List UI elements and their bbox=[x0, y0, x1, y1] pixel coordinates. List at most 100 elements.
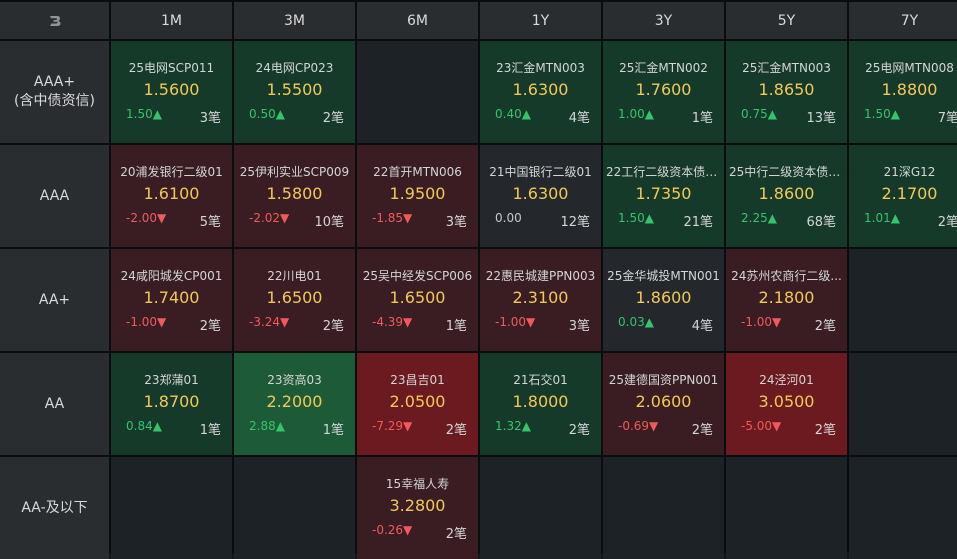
bond-name: 24泾河01 bbox=[759, 373, 814, 387]
bond-cell[interactable]: 25伊利实业SCP009 1.5800 -2.02▼ 10笔 bbox=[234, 145, 355, 247]
row-header-label: AA+ bbox=[38, 291, 71, 308]
bond-yield: 2.1800 bbox=[758, 288, 815, 307]
bond-yield: 1.5800 bbox=[266, 184, 323, 203]
column-header-1y[interactable]: 1Y bbox=[480, 2, 601, 39]
bond-change: 1.50▲ bbox=[618, 211, 654, 225]
bond-name: 24苏州农商行二级... bbox=[731, 269, 842, 283]
trade-count: 2笔 bbox=[322, 111, 344, 126]
bond-name: 25汇金MTN003 bbox=[742, 61, 831, 75]
bond-name: 22首开MTN006 bbox=[373, 165, 462, 179]
trade-count: 2笔 bbox=[322, 319, 344, 334]
bond-cell[interactable]: 20浦发银行二级01 1.6100 -2.00▼ 5笔 bbox=[111, 145, 232, 247]
row-header-label: AA bbox=[44, 395, 65, 412]
bond-yield: 1.8650 bbox=[758, 80, 815, 99]
bond-name: 24咸阳城发CP001 bbox=[120, 269, 223, 283]
bond-name: 15幸福人寿 bbox=[385, 477, 450, 491]
bond-change: 2.25▲ bbox=[741, 211, 777, 225]
trade-count: 2笔 bbox=[568, 423, 590, 438]
bond-cell[interactable]: 24苏州农商行二级... 2.1800 -1.00▼ 2笔 bbox=[726, 249, 847, 351]
bond-cell[interactable]: 22工行二级资本债0... 1.7350 1.50▲ 21笔 bbox=[603, 145, 724, 247]
bond-name: 21深G12 bbox=[883, 165, 936, 179]
bond-cell[interactable]: 25电网SCP011 1.5600 1.50▲ 3笔 bbox=[111, 41, 232, 143]
bond-cell[interactable]: 23昌吉01 2.0500 -7.29▼ 2笔 bbox=[357, 353, 478, 455]
bond-cell[interactable]: 24泾河01 3.0500 -5.00▼ 2笔 bbox=[726, 353, 847, 455]
bond-change: 1.01▲ bbox=[864, 211, 900, 225]
column-header-7y[interactable]: 7Y bbox=[849, 2, 957, 39]
bond-name: 23汇金MTN003 bbox=[496, 61, 585, 75]
bond-yield: 2.2000 bbox=[266, 392, 323, 411]
trade-count: 68笔 bbox=[806, 215, 836, 230]
bond-cell[interactable]: 22川电01 1.6500 -3.24▼ 2笔 bbox=[234, 249, 355, 351]
bond-yield: 3.2800 bbox=[389, 496, 446, 515]
bond-name: 25吴中经发SCP006 bbox=[362, 269, 473, 283]
row-header: AA bbox=[0, 353, 109, 455]
bond-yield: 1.6300 bbox=[512, 184, 569, 203]
bond-yield: 1.9500 bbox=[389, 184, 446, 203]
bond-yield: 1.8000 bbox=[512, 392, 569, 411]
bond-cell[interactable]: 22首开MTN006 1.9500 -1.85▼ 3笔 bbox=[357, 145, 478, 247]
bond-name: 25电网MTN008 bbox=[865, 61, 954, 75]
trade-count: 2笔 bbox=[937, 215, 957, 230]
empty-cell bbox=[357, 41, 478, 143]
bond-cell[interactable]: 25电网MTN008 1.8800 1.50▲ 7笔 bbox=[849, 41, 957, 143]
bond-cell[interactable]: 23汇金MTN003 1.6300 0.40▲ 4笔 bbox=[480, 41, 601, 143]
bond-change: 0.75▲ bbox=[741, 107, 777, 121]
bond-name: 22工行二级资本债0... bbox=[606, 165, 724, 179]
bond-cell[interactable]: 24电网CP023 1.5500 0.50▲ 2笔 bbox=[234, 41, 355, 143]
bond-change: -2.02▼ bbox=[249, 211, 290, 225]
bond-yield: 1.7600 bbox=[635, 80, 692, 99]
bond-yield: 1.5600 bbox=[143, 80, 200, 99]
bond-change: -1.00▼ bbox=[126, 315, 167, 329]
bond-yield: 1.8700 bbox=[143, 392, 200, 411]
bond-change: -1.85▼ bbox=[372, 211, 413, 225]
bond-cell[interactable]: 21石交01 1.8000 1.32▲ 2笔 bbox=[480, 353, 601, 455]
trade-count: 4笔 bbox=[568, 111, 590, 126]
bond-yield: 1.6500 bbox=[389, 288, 446, 307]
bond-yield: 1.7350 bbox=[635, 184, 692, 203]
bond-name: 23昌吉01 bbox=[390, 373, 445, 387]
bond-change: 1.50▲ bbox=[126, 107, 162, 121]
bond-change: -0.69▼ bbox=[618, 419, 659, 433]
bond-cell[interactable]: 15幸福人寿 3.2800 -0.26▼ 2笔 bbox=[357, 457, 478, 559]
column-header-5y[interactable]: 5Y bbox=[726, 2, 847, 39]
bond-cell[interactable]: 25汇金MTN002 1.7600 1.00▲ 1笔 bbox=[603, 41, 724, 143]
column-header-6m[interactable]: 6M bbox=[357, 2, 478, 39]
bond-cell[interactable]: 25汇金MTN003 1.8650 0.75▲ 13笔 bbox=[726, 41, 847, 143]
trade-count: 2笔 bbox=[814, 319, 836, 334]
bond-cell[interactable]: 24咸阳城发CP001 1.7400 -1.00▼ 2笔 bbox=[111, 249, 232, 351]
bond-cell[interactable]: 23资高03 2.2000 2.88▲ 1笔 bbox=[234, 353, 355, 455]
bond-cell[interactable]: 25中行二级资本债0... 1.8600 2.25▲ 68笔 bbox=[726, 145, 847, 247]
trade-count: 2笔 bbox=[445, 527, 467, 542]
bond-name: 21中国银行二级01 bbox=[489, 165, 592, 179]
trade-count: 10笔 bbox=[314, 215, 344, 230]
bond-cell[interactable]: 22惠民城建PPN003 2.3100 -1.00▼ 3笔 bbox=[480, 249, 601, 351]
bond-change: -0.26▼ bbox=[372, 523, 413, 537]
empty-cell bbox=[480, 457, 601, 559]
column-header-1m[interactable]: 1M bbox=[111, 2, 232, 39]
trade-count: 2笔 bbox=[814, 423, 836, 438]
bond-cell[interactable]: 25建德国资PPN001 2.0600 -0.69▼ 2笔 bbox=[603, 353, 724, 455]
corner-logo-icon bbox=[0, 2, 109, 39]
bond-cell[interactable]: 21中国银行二级01 1.6300 0.00 12笔 bbox=[480, 145, 601, 247]
row-header: AAA bbox=[0, 145, 109, 247]
bond-cell[interactable]: 25吴中经发SCP006 1.6500 -4.39▼ 1笔 bbox=[357, 249, 478, 351]
row-header: AA-及以下 bbox=[0, 457, 109, 559]
bond-cell[interactable]: 23郑蒲01 1.8700 0.84▲ 1笔 bbox=[111, 353, 232, 455]
column-header-3m[interactable]: 3M bbox=[234, 2, 355, 39]
bond-change: -1.00▼ bbox=[741, 315, 782, 329]
bond-change: -5.00▼ bbox=[741, 419, 782, 433]
bond-change: 0.50▲ bbox=[249, 107, 285, 121]
trade-count: 12笔 bbox=[560, 215, 590, 230]
bond-change: 0.84▲ bbox=[126, 419, 162, 433]
bond-name: 20浦发银行二级01 bbox=[120, 165, 223, 179]
bond-cell[interactable]: 21深G12 2.1700 1.01▲ 2笔 bbox=[849, 145, 957, 247]
row-header: AA+ bbox=[0, 249, 109, 351]
empty-cell bbox=[111, 457, 232, 559]
bond-cell[interactable]: 25金华城投MTN001 1.8600 0.03▲ 4笔 bbox=[603, 249, 724, 351]
column-header-3y[interactable]: 3Y bbox=[603, 2, 724, 39]
bond-name: 23郑蒲01 bbox=[144, 373, 199, 387]
trade-count: 3笔 bbox=[199, 111, 221, 126]
empty-cell bbox=[603, 457, 724, 559]
trade-count: 7笔 bbox=[937, 111, 957, 126]
bond-yield: 1.8800 bbox=[881, 80, 938, 99]
